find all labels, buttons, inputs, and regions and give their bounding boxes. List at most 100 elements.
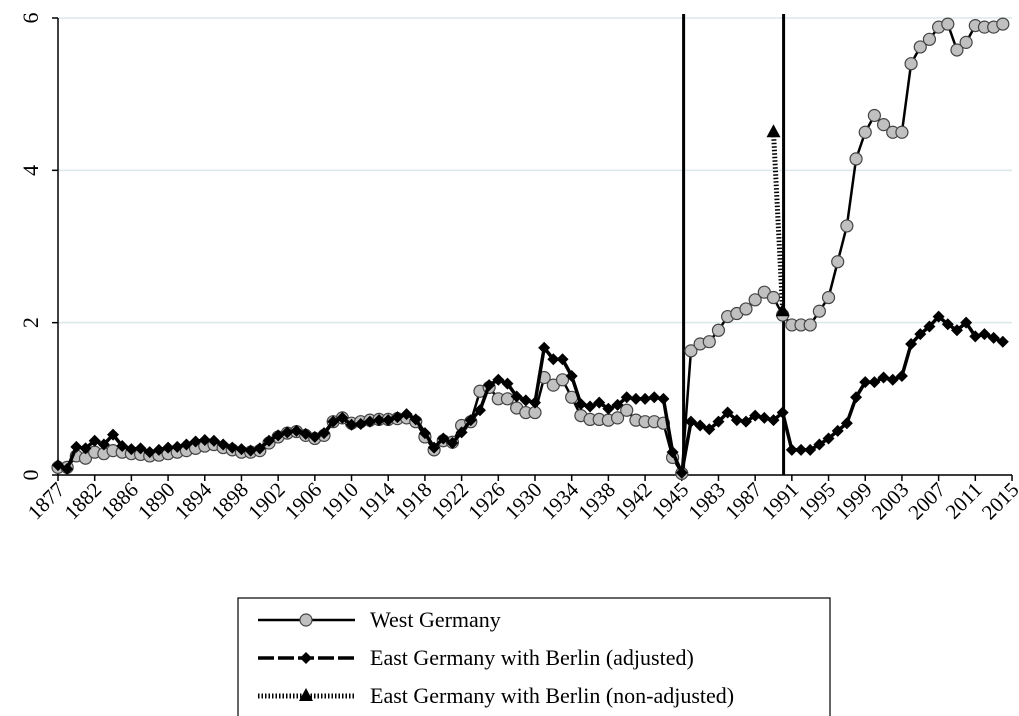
- marker: [813, 438, 826, 451]
- x-tick-label: 1934: [537, 477, 584, 524]
- marker: [70, 440, 83, 453]
- marker: [767, 414, 780, 427]
- marker: [831, 255, 845, 269]
- y-tick-label: 2: [18, 317, 43, 328]
- x-tick-label: 1902: [243, 478, 290, 525]
- marker: [831, 424, 844, 437]
- x-tick-label: 2015: [977, 478, 1019, 525]
- marker: [684, 344, 698, 358]
- marker: [483, 379, 496, 392]
- marker: [52, 459, 64, 472]
- marker: [867, 108, 882, 123]
- marker: [610, 411, 625, 425]
- marker: [721, 406, 734, 419]
- x-tick-label: 2003: [867, 478, 914, 525]
- marker: [611, 398, 624, 411]
- marker: [620, 391, 633, 404]
- marker: [858, 125, 872, 139]
- marker: [262, 434, 275, 447]
- legend-label: West Germany: [370, 607, 501, 632]
- marker: [171, 440, 184, 453]
- legend-marker: [300, 652, 312, 664]
- marker: [859, 376, 872, 389]
- marker: [620, 403, 634, 417]
- marker: [886, 373, 899, 386]
- marker: [584, 400, 597, 413]
- marker: [749, 409, 762, 422]
- marker: [409, 413, 422, 426]
- marker: [464, 414, 477, 427]
- marker: [61, 462, 74, 475]
- marker: [189, 435, 202, 448]
- x-tick-label: 1938: [573, 478, 620, 525]
- marker: [941, 318, 954, 331]
- marker: [969, 330, 982, 343]
- x-tick-label: 1882: [60, 478, 107, 525]
- marker: [308, 430, 321, 443]
- y-tick-label: 0: [18, 470, 43, 481]
- marker: [446, 437, 459, 450]
- marker: [849, 152, 863, 166]
- marker: [657, 392, 670, 405]
- x-tick-label: 1987: [720, 478, 767, 525]
- x-tick-label: 1926: [463, 478, 510, 525]
- marker: [877, 371, 890, 384]
- series-line: [58, 22, 1004, 478]
- x-tick-label: 1914: [353, 477, 400, 524]
- marker: [327, 415, 340, 428]
- marker: [363, 415, 376, 428]
- marker: [904, 57, 918, 71]
- x-tick-label: 1983: [683, 478, 730, 525]
- marker: [473, 404, 486, 417]
- marker: [107, 428, 120, 441]
- legend-label: East Germany with Berlin (adjusted): [370, 645, 694, 670]
- marker: [318, 427, 331, 440]
- marker: [822, 432, 835, 445]
- marker: [97, 438, 110, 451]
- x-tick-label: 2011: [941, 478, 987, 524]
- marker: [492, 373, 505, 386]
- x-tick-label: 1991: [757, 478, 804, 525]
- marker: [125, 443, 138, 456]
- marker: [648, 391, 661, 404]
- marker: [905, 337, 918, 350]
- marker: [702, 335, 716, 349]
- x-tick-label: 1898: [206, 478, 253, 525]
- marker: [253, 442, 266, 455]
- marker: [574, 398, 587, 411]
- marker: [555, 373, 570, 387]
- marker: [803, 318, 817, 332]
- marker: [235, 443, 248, 456]
- marker: [418, 427, 431, 440]
- x-tick-label: 1945: [647, 478, 694, 525]
- marker: [400, 408, 413, 421]
- marker: [629, 392, 642, 405]
- x-tick-label: 1999: [830, 478, 877, 525]
- marker: [785, 443, 798, 456]
- marker: [895, 125, 909, 139]
- legend-label: East Germany with Berlin (non-adjusted): [370, 683, 734, 708]
- marker: [116, 440, 129, 453]
- marker: [996, 335, 1009, 348]
- marker: [79, 442, 92, 455]
- marker: [501, 377, 514, 390]
- marker: [821, 290, 836, 305]
- marker: [748, 293, 762, 307]
- x-tick-label: 1890: [133, 478, 180, 525]
- x-tick-label: 1886: [96, 478, 143, 525]
- marker: [987, 331, 1000, 344]
- marker: [428, 441, 441, 454]
- marker: [180, 438, 193, 451]
- marker: [711, 323, 726, 337]
- marker: [914, 328, 927, 341]
- marker: [565, 369, 578, 382]
- marker: [500, 392, 515, 406]
- x-tick-label: 1906: [280, 478, 327, 525]
- marker: [766, 124, 781, 138]
- legend-box: [237, 597, 831, 716]
- x-tick-label: 1918: [390, 478, 437, 525]
- marker: [547, 353, 560, 366]
- marker: [152, 443, 165, 456]
- marker: [694, 419, 707, 432]
